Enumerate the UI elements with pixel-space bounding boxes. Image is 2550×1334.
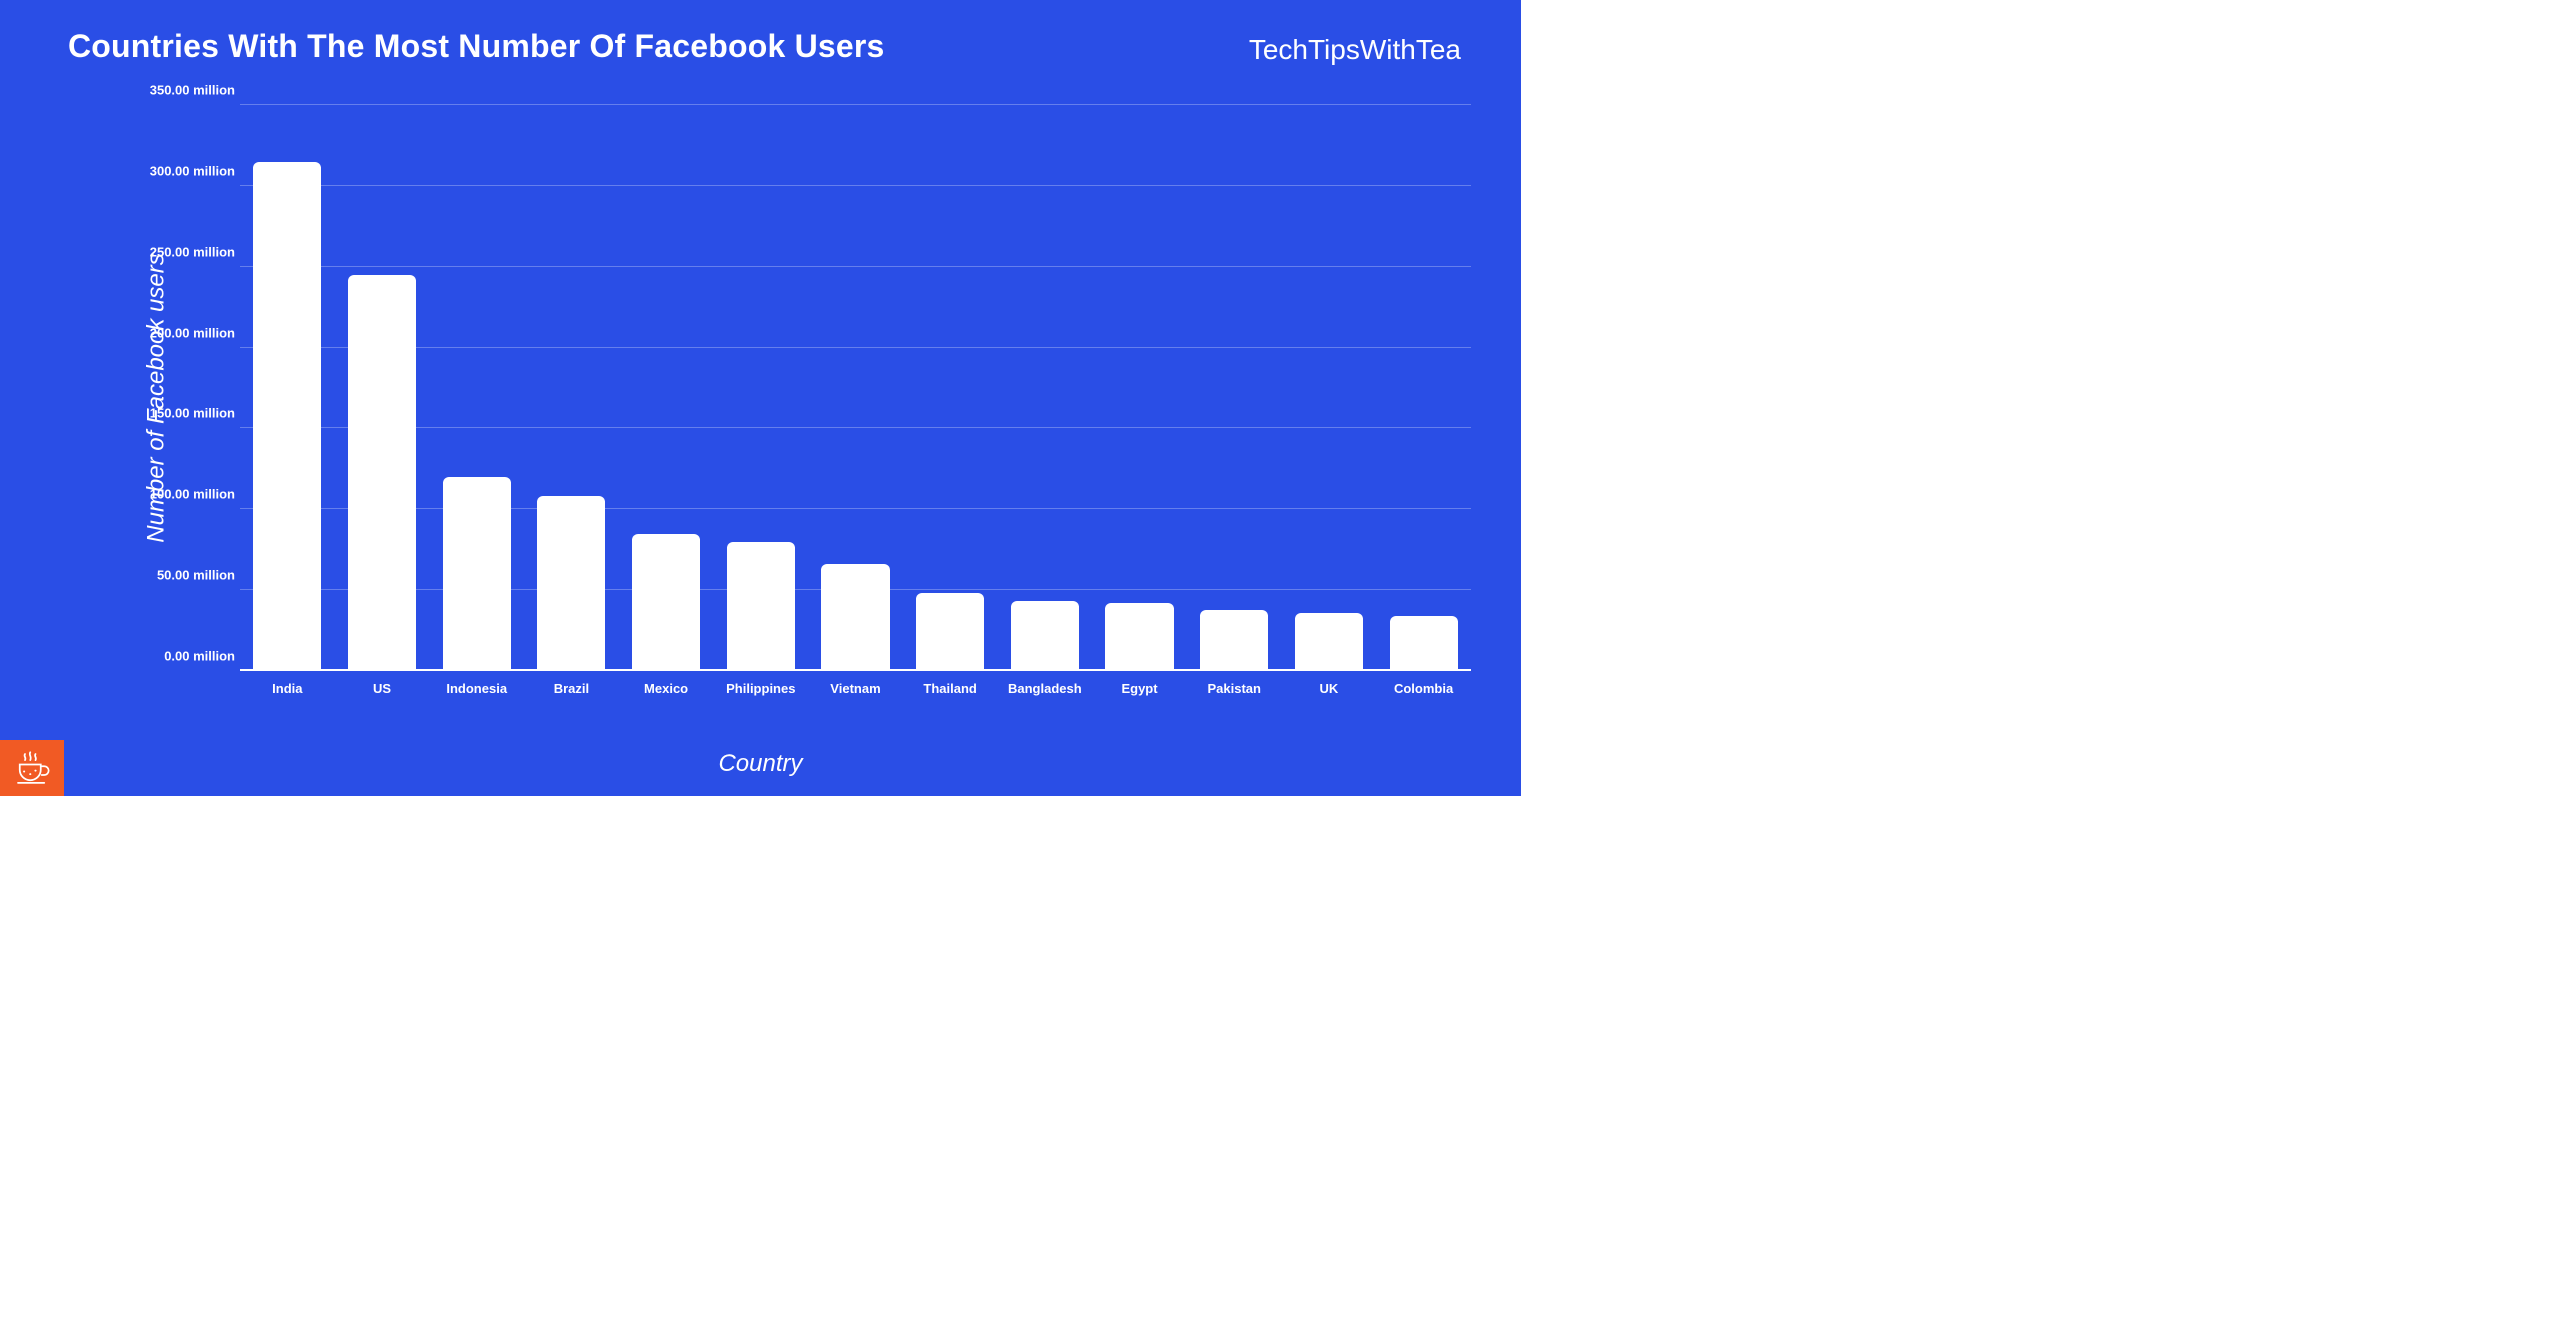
- bar: [1200, 610, 1268, 671]
- bar: [916, 593, 984, 671]
- bar-category-label: Bangladesh: [1008, 681, 1082, 696]
- bar: [537, 496, 605, 671]
- brand-label: TechTipsWithTea: [1249, 34, 1461, 66]
- bar-slot: Pakistan: [1187, 105, 1282, 671]
- bar: [1295, 613, 1363, 671]
- y-tick-label: 350.00 million: [130, 83, 235, 98]
- bar-category-label: India: [272, 681, 302, 696]
- bar: [348, 275, 416, 671]
- bar-category-label: Thailand: [923, 681, 976, 696]
- bar-category-label: Vietnam: [830, 681, 880, 696]
- y-tick-label: 100.00 million: [130, 487, 235, 502]
- logo-badge: [0, 740, 64, 796]
- bar-slot: UK: [1282, 105, 1377, 671]
- y-tick-label: 0.00 million: [130, 649, 235, 664]
- bar-slot: Colombia: [1376, 105, 1471, 671]
- y-tick-label: 150.00 million: [130, 406, 235, 421]
- bar-category-label: Indonesia: [446, 681, 507, 696]
- bar-slot: Vietnam: [808, 105, 903, 671]
- bar-category-label: Egypt: [1121, 681, 1157, 696]
- bar-slot: US: [335, 105, 430, 671]
- bar-slot: Thailand: [903, 105, 998, 671]
- plot-area: IndiaUSIndonesiaBrazilMexicoPhilippinesV…: [130, 90, 1471, 706]
- bar: [727, 542, 795, 671]
- bar-slot: Mexico: [619, 105, 714, 671]
- chart-title: Countries With The Most Number Of Facebo…: [68, 28, 885, 65]
- bar: [632, 534, 700, 671]
- bar-slot: Philippines: [713, 105, 808, 671]
- bar: [1390, 616, 1458, 671]
- y-tick-label: 50.00 million: [130, 568, 235, 583]
- bar-slot: Indonesia: [429, 105, 524, 671]
- bar: [1011, 601, 1079, 671]
- bar: [821, 564, 889, 671]
- bar-category-label: UK: [1320, 681, 1339, 696]
- bar-category-label: Brazil: [554, 681, 589, 696]
- bar-category-label: Colombia: [1394, 681, 1453, 696]
- bars-row: IndiaUSIndonesiaBrazilMexicoPhilippinesV…: [240, 105, 1471, 671]
- bar-slot: India: [240, 105, 335, 671]
- x-axis-label: Country: [718, 750, 802, 778]
- y-tick-label: 250.00 million: [130, 244, 235, 259]
- y-tick-label: 300.00 million: [130, 163, 235, 178]
- bar: [443, 477, 511, 671]
- bar-slot: Brazil: [524, 105, 619, 671]
- bar: [253, 162, 321, 671]
- bar-category-label: Pakistan: [1207, 681, 1260, 696]
- bar: [1105, 603, 1173, 671]
- bar-slot: Bangladesh: [998, 105, 1093, 671]
- bar-category-label: Philippines: [726, 681, 795, 696]
- bar-category-label: US: [373, 681, 391, 696]
- tea-cup-icon: [11, 747, 53, 789]
- y-tick-label: 200.00 million: [130, 325, 235, 340]
- bar-category-label: Mexico: [644, 681, 688, 696]
- chart-canvas: Countries With The Most Number Of Facebo…: [0, 0, 1521, 796]
- bar-slot: Egypt: [1092, 105, 1187, 671]
